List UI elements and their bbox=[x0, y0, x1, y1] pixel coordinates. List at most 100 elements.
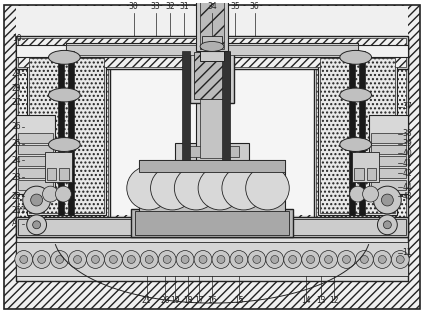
Bar bbox=[131, 209, 293, 237]
Text: 14: 14 bbox=[301, 296, 311, 305]
Bar bbox=[320, 58, 395, 213]
Bar bbox=[59, 168, 69, 180]
Circle shape bbox=[212, 251, 230, 268]
Bar bbox=[182, 51, 190, 160]
Text: 43: 43 bbox=[402, 192, 412, 201]
Circle shape bbox=[33, 221, 41, 229]
Circle shape bbox=[33, 251, 50, 268]
Text: 31: 31 bbox=[179, 2, 189, 11]
Circle shape bbox=[383, 221, 391, 229]
Bar bbox=[18, 145, 53, 155]
Text: 18: 18 bbox=[184, 296, 193, 305]
Circle shape bbox=[181, 256, 189, 263]
Text: 23: 23 bbox=[12, 173, 22, 182]
Circle shape bbox=[230, 251, 248, 268]
Text: 25: 25 bbox=[12, 139, 22, 148]
Bar bbox=[200, 51, 224, 61]
Text: 22: 22 bbox=[12, 192, 21, 201]
Bar bbox=[47, 168, 56, 180]
Bar bbox=[16, 38, 110, 235]
Circle shape bbox=[127, 256, 135, 263]
Circle shape bbox=[271, 256, 279, 263]
Text: 24: 24 bbox=[12, 156, 22, 165]
Bar bbox=[222, 51, 230, 160]
Text: 261: 261 bbox=[12, 207, 26, 216]
Bar bbox=[66, 44, 358, 57]
Text: 21: 21 bbox=[142, 296, 151, 305]
Circle shape bbox=[377, 215, 397, 235]
Circle shape bbox=[86, 251, 104, 268]
Circle shape bbox=[194, 251, 212, 268]
Circle shape bbox=[289, 256, 297, 263]
Circle shape bbox=[248, 251, 266, 268]
Bar bbox=[354, 168, 364, 180]
Circle shape bbox=[355, 251, 373, 268]
Circle shape bbox=[302, 251, 320, 268]
Text: 20: 20 bbox=[161, 296, 170, 305]
Circle shape bbox=[378, 256, 386, 263]
Circle shape bbox=[307, 256, 315, 263]
Bar bbox=[18, 38, 406, 67]
Bar bbox=[316, 39, 406, 233]
Circle shape bbox=[253, 256, 261, 263]
Circle shape bbox=[350, 186, 365, 202]
Circle shape bbox=[217, 256, 225, 263]
Text: 33: 33 bbox=[151, 2, 160, 11]
Circle shape bbox=[284, 251, 301, 268]
Text: 42: 42 bbox=[402, 169, 412, 178]
Circle shape bbox=[27, 215, 47, 235]
Bar bbox=[185, 146, 239, 157]
Circle shape bbox=[363, 186, 379, 202]
Bar bbox=[200, 63, 224, 158]
Bar bbox=[45, 152, 72, 182]
Bar bbox=[135, 211, 289, 235]
Bar bbox=[18, 39, 108, 233]
Text: 44: 44 bbox=[402, 183, 412, 192]
Circle shape bbox=[374, 186, 401, 214]
Bar bbox=[349, 51, 355, 215]
Ellipse shape bbox=[200, 41, 224, 51]
Text: 28: 28 bbox=[12, 84, 21, 93]
Bar bbox=[16, 45, 408, 57]
Text: 40: 40 bbox=[402, 149, 412, 158]
Ellipse shape bbox=[340, 137, 371, 151]
Text: 29: 29 bbox=[12, 69, 22, 78]
Bar bbox=[190, 49, 234, 103]
Bar bbox=[196, 61, 228, 160]
Circle shape bbox=[396, 256, 404, 263]
Bar bbox=[200, 0, 224, 49]
Text: A: A bbox=[12, 219, 17, 228]
Bar bbox=[202, 35, 222, 44]
Bar bbox=[18, 133, 53, 142]
Bar bbox=[16, 6, 408, 35]
Circle shape bbox=[42, 186, 59, 202]
Text: 15: 15 bbox=[234, 296, 243, 305]
Circle shape bbox=[127, 166, 170, 210]
Circle shape bbox=[20, 256, 28, 263]
Bar bbox=[371, 168, 406, 178]
Circle shape bbox=[245, 166, 289, 210]
Text: 11: 11 bbox=[403, 248, 412, 257]
Circle shape bbox=[374, 251, 391, 268]
Circle shape bbox=[325, 256, 332, 263]
Circle shape bbox=[31, 194, 42, 206]
Circle shape bbox=[104, 251, 122, 268]
Circle shape bbox=[56, 186, 71, 202]
Text: 41: 41 bbox=[402, 159, 412, 168]
Text: 36: 36 bbox=[250, 2, 259, 11]
Bar bbox=[367, 168, 377, 180]
Bar bbox=[371, 156, 406, 166]
Text: 34: 34 bbox=[207, 2, 217, 11]
Bar bbox=[29, 58, 104, 213]
Bar bbox=[139, 160, 285, 215]
Text: 16: 16 bbox=[207, 296, 217, 305]
Ellipse shape bbox=[48, 137, 80, 151]
Circle shape bbox=[391, 251, 409, 268]
Bar bbox=[24, 38, 400, 215]
Bar bbox=[66, 45, 358, 55]
Text: 26: 26 bbox=[12, 122, 22, 131]
Text: 35: 35 bbox=[230, 2, 240, 11]
Bar bbox=[176, 142, 248, 160]
Circle shape bbox=[56, 256, 64, 263]
Bar bbox=[16, 35, 408, 281]
